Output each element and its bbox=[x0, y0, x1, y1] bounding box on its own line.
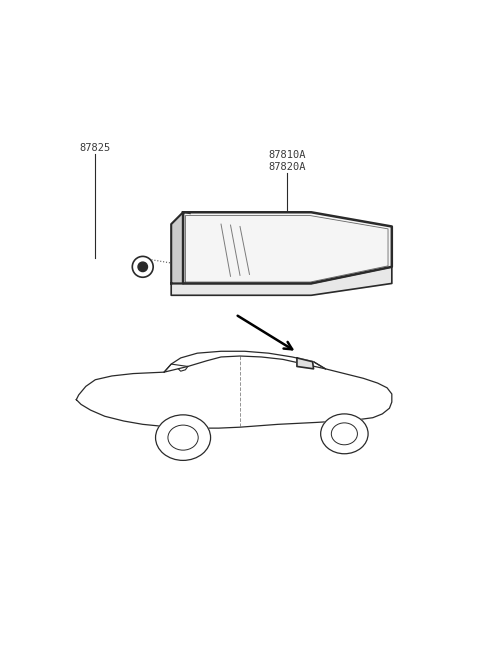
Circle shape bbox=[132, 256, 153, 277]
Ellipse shape bbox=[321, 414, 368, 454]
Polygon shape bbox=[171, 212, 183, 283]
Text: 87810A: 87810A bbox=[269, 150, 306, 160]
Circle shape bbox=[138, 262, 147, 271]
Polygon shape bbox=[297, 358, 313, 369]
Text: 87820A: 87820A bbox=[269, 162, 306, 172]
Polygon shape bbox=[183, 212, 392, 283]
Text: 87825: 87825 bbox=[80, 143, 111, 153]
Ellipse shape bbox=[156, 415, 211, 461]
Polygon shape bbox=[171, 267, 392, 295]
